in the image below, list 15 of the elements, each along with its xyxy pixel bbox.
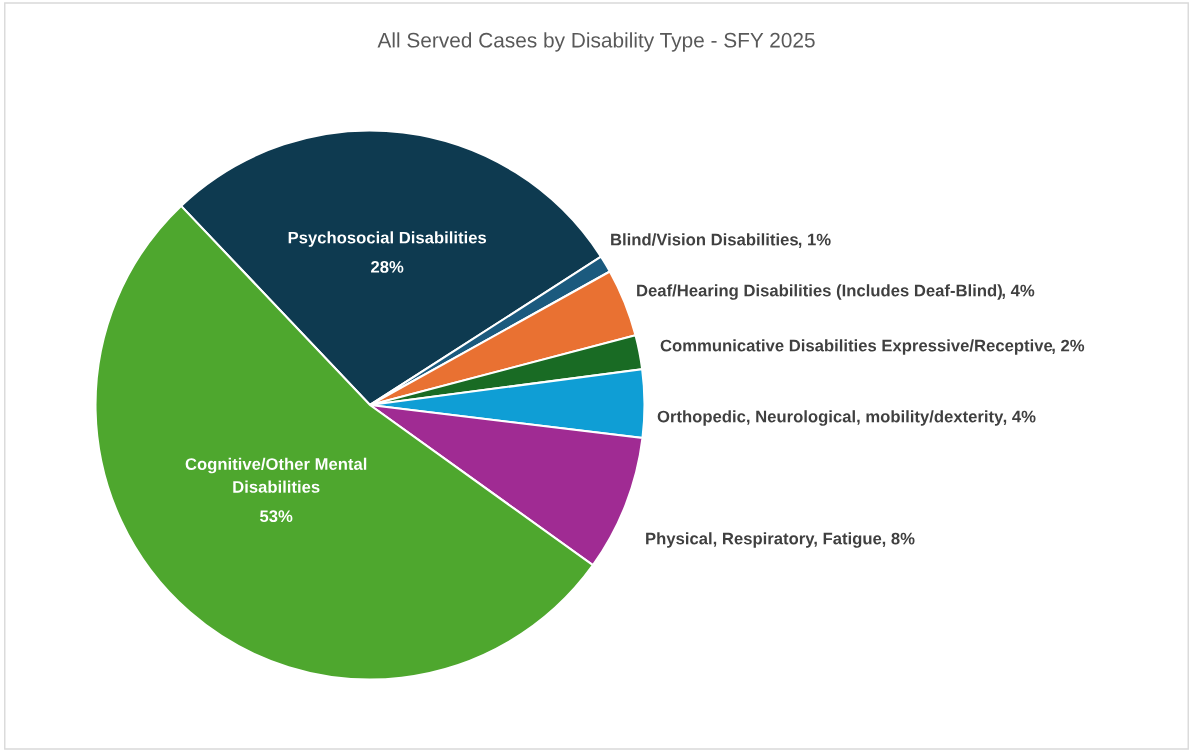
slice-label: Psychosocial Disabilities (288, 231, 487, 247)
data-label: 53% (260, 510, 293, 523)
chart-title: All Served Cases by Disability Type - SFY 2025 (377, 32, 815, 52)
data-label: , 1% (798, 233, 831, 248)
data-label: , 4% (1003, 410, 1036, 425)
data-label: , 4% (1002, 284, 1035, 299)
slice-label: Deaf/Hearing Disabilities (Includes Deaf-Blind) (637, 284, 1002, 300)
slice-label: Communicative Disabilities Expressive/Receptive (660, 339, 1053, 355)
slice-label: Physical, Respiratory, Fatigue (646, 532, 882, 548)
slice-label: Orthopedic, Neurological, mobility/dexterity (657, 410, 1004, 426)
slice-label: Cognitive/Other Mental Disabilities (185, 457, 367, 493)
data-label: 28% (371, 260, 404, 273)
slice-label: Blind/Vision Disabilities (611, 233, 798, 246)
data-label: , 8% (882, 532, 915, 547)
data-label: , 2% (1052, 339, 1085, 354)
